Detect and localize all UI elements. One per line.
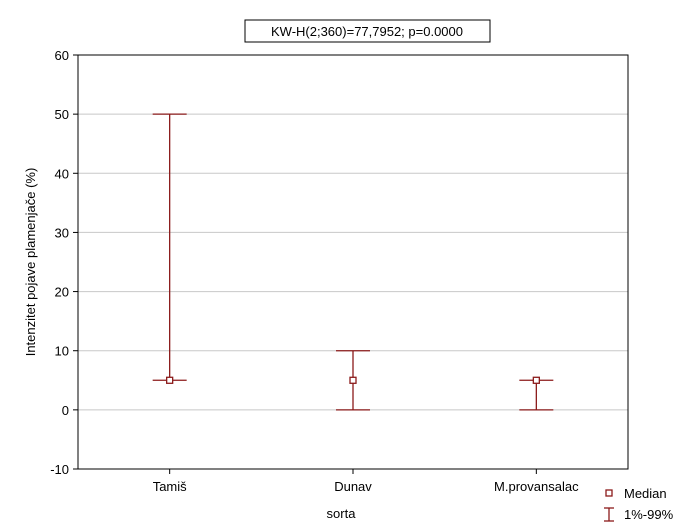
y-tick-label: 60	[55, 48, 69, 63]
median-point	[349, 376, 357, 384]
legend-range-label: 1%-99%	[624, 507, 674, 522]
y-tick-label: 20	[55, 285, 69, 300]
median-point	[532, 376, 540, 384]
legend-median-label: Median	[624, 486, 667, 501]
y-tick-label: 30	[55, 225, 69, 240]
legend-median-marker	[605, 489, 613, 497]
legend: Median 1%-99%	[604, 486, 674, 522]
y-tick-label: -10	[50, 462, 69, 477]
y-tick-label: 50	[55, 107, 69, 122]
x-axis: Tamiš Dunav M.provansalac	[153, 469, 579, 494]
y-axis-label: Intenzitet pojave plamenjače (%)	[23, 168, 38, 357]
y-tick-label: 10	[55, 344, 69, 359]
y-axis: -10 0 10 20 30 40 50 60	[50, 48, 78, 477]
series-marks	[152, 113, 554, 411]
chart-title: KW-H(2;360)=77,7952; p=0.0000	[271, 24, 463, 39]
x-axis-label: sorta	[327, 506, 357, 521]
chart-title-box	[244, 19, 491, 43]
median-point	[166, 376, 174, 384]
x-tick-label: M.provansalac	[494, 479, 579, 494]
y-tick-label: 0	[62, 403, 69, 418]
legend-range-marker	[604, 507, 614, 522]
x-tick-label: Tamiš	[153, 479, 187, 494]
x-tick-label: Dunav	[334, 479, 372, 494]
y-tick-label: 40	[55, 166, 69, 181]
